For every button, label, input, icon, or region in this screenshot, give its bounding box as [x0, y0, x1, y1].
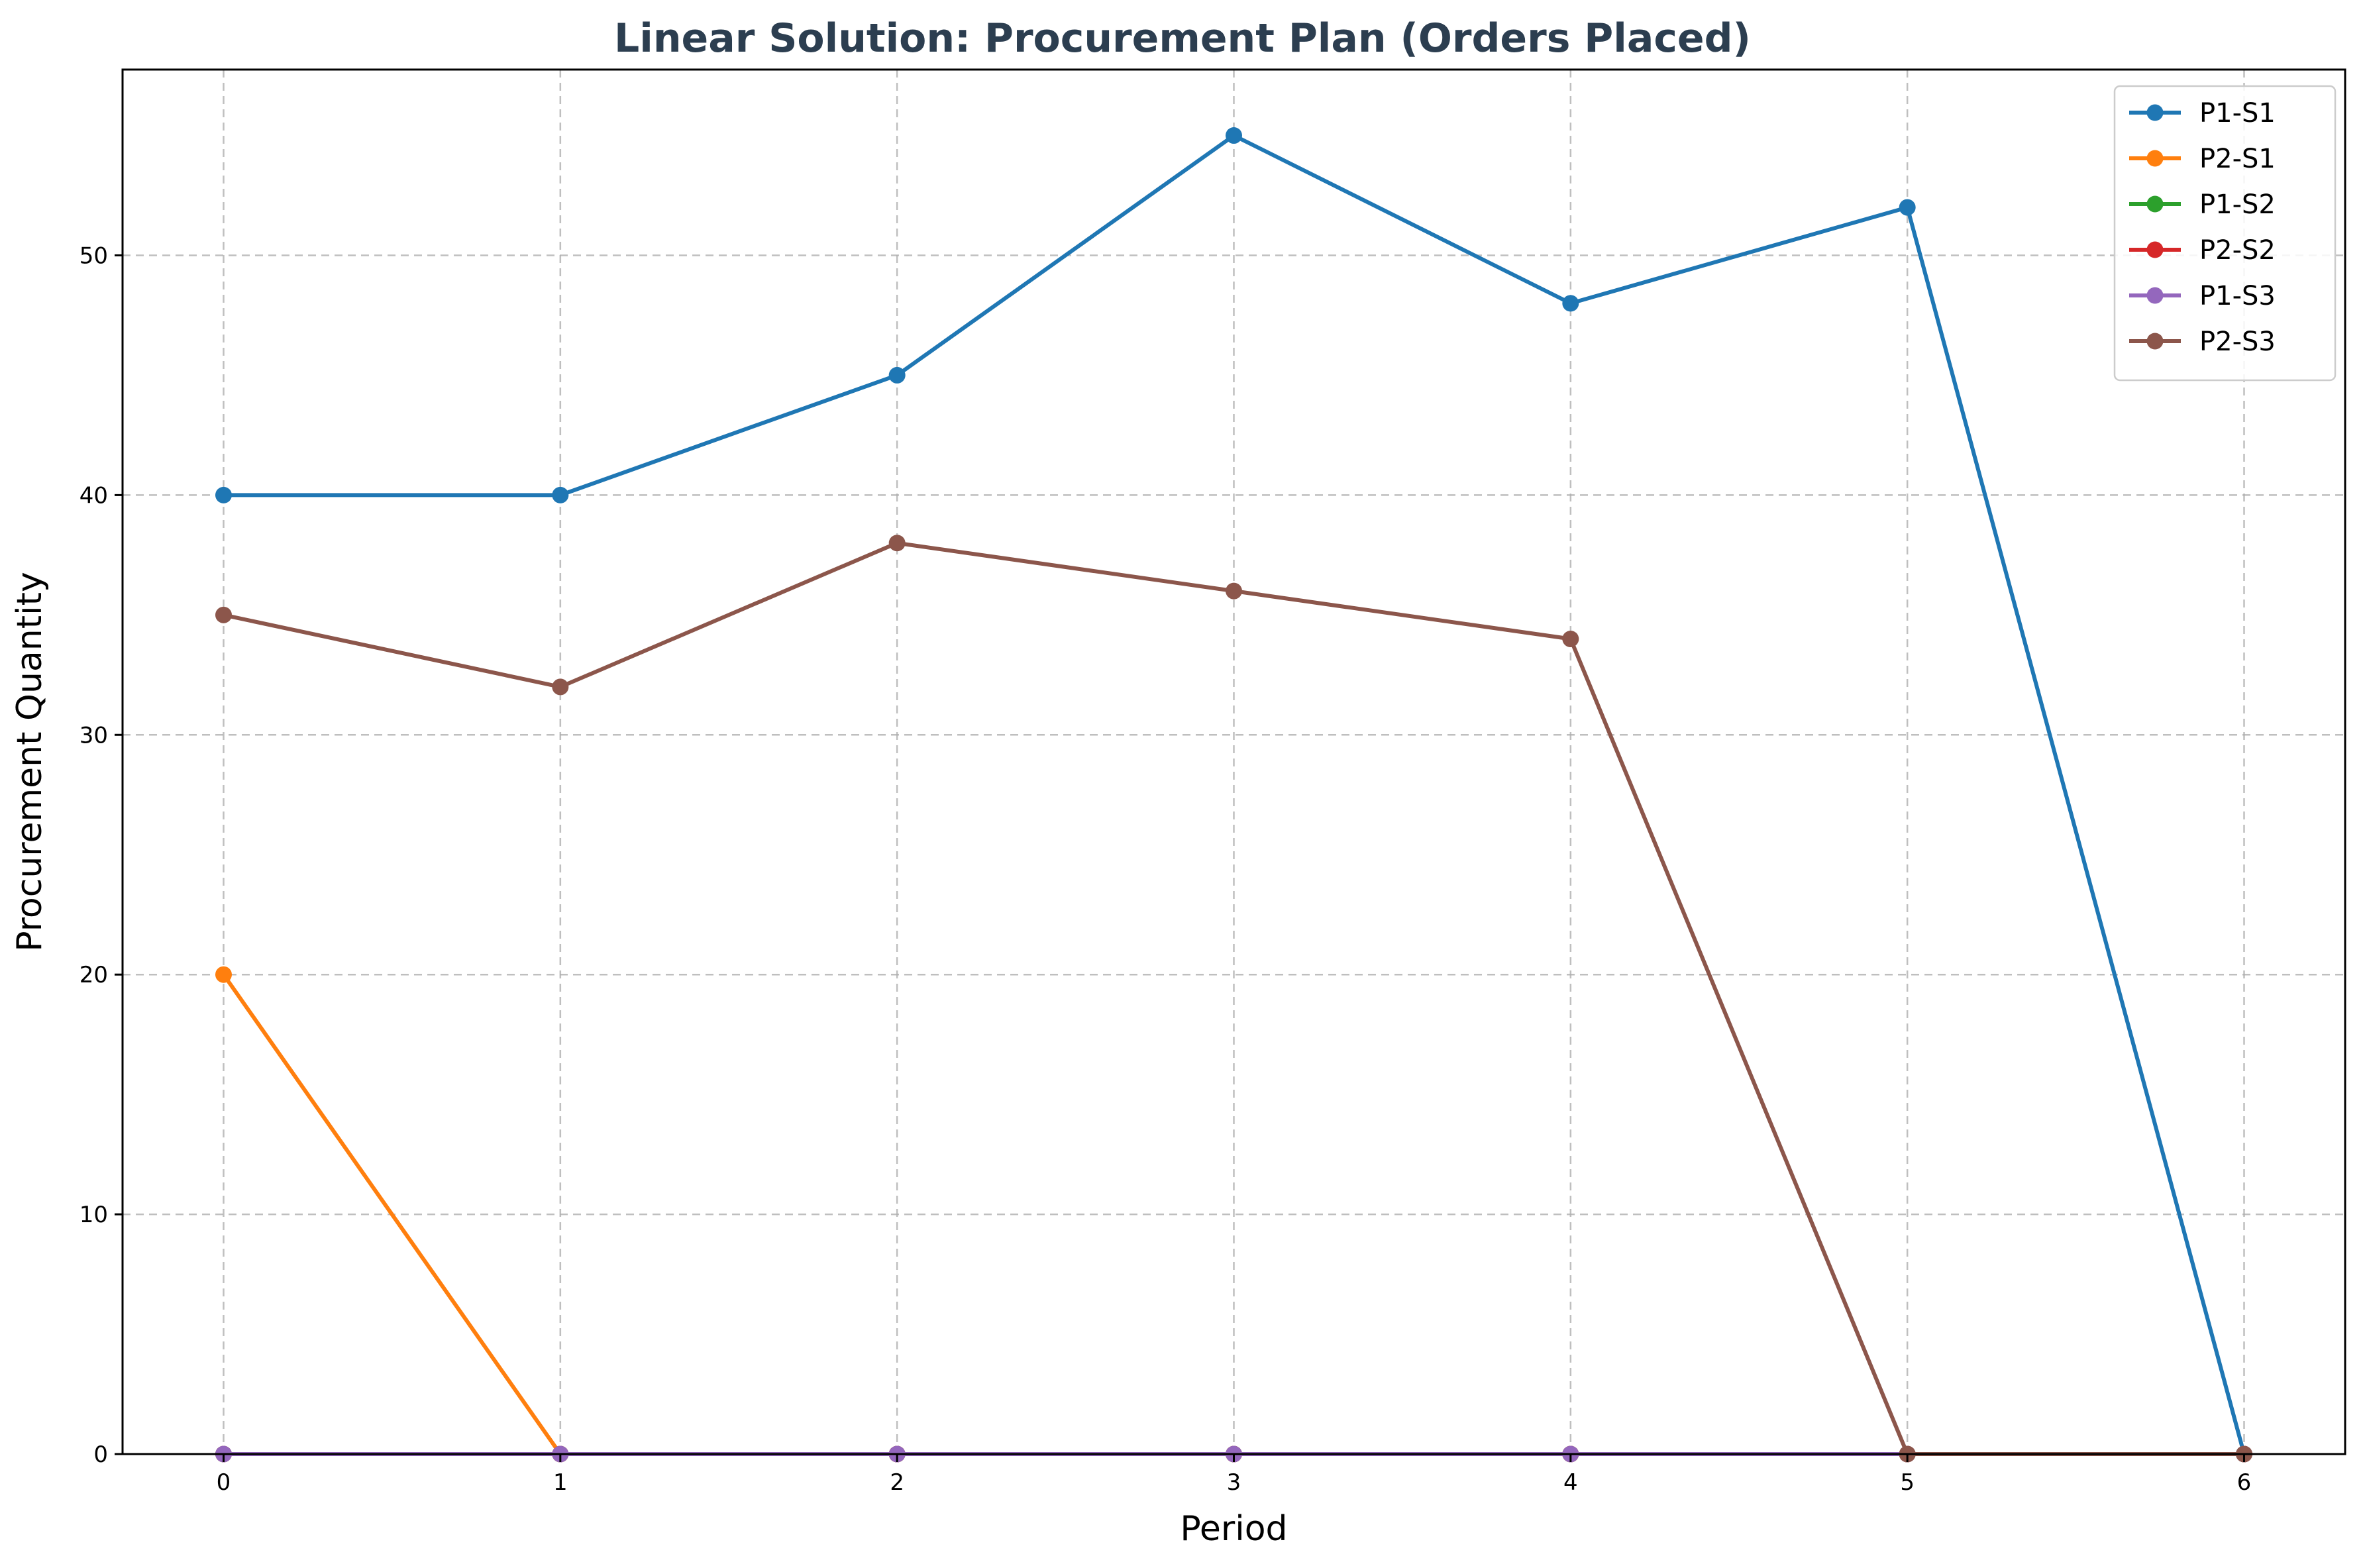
legend-item-P1-S3: P1-S3 — [2129, 281, 2276, 311]
legend-label-P2-S3: P2-S3 — [2199, 327, 2276, 357]
y-tick-label-3: 30 — [79, 722, 108, 749]
y-tick-label-1: 10 — [79, 1202, 108, 1228]
legend-label-P1-S2: P1-S2 — [2199, 189, 2276, 220]
x-tick-label-5: 5 — [1900, 1469, 1915, 1496]
x-tick-label-0: 0 — [217, 1469, 231, 1496]
legend-label-P2-S1: P2-S1 — [2199, 144, 2276, 174]
data-point-P2-S3-4 — [1562, 631, 1579, 648]
chart-title: Linear Solution: Procurement Plan (Order… — [614, 15, 1751, 62]
legend-item-P1-S2: P1-S2 — [2129, 189, 2276, 220]
legend-marker-P1-S1 — [2146, 104, 2164, 121]
axis-ticks: 0 1 2 3 4 5 6 0 10 20 30 40 50 — [79, 242, 2252, 1496]
series-P1-S1 — [215, 127, 2252, 1463]
x-tick-label-3: 3 — [1227, 1469, 1241, 1496]
data-point-P1-S1-0 — [215, 486, 232, 503]
data-point-P1-S1-2 — [888, 366, 906, 384]
grid — [123, 70, 2345, 1455]
legend-label-P2-S2: P2-S2 — [2199, 235, 2276, 266]
legend-marker-P1-S3 — [2146, 287, 2164, 304]
y-tick-label-2: 20 — [79, 962, 108, 988]
data-point-P1-S1-1 — [552, 486, 569, 503]
data-point-P2-S1-0 — [215, 966, 232, 983]
legend-item-P2-S2: P2-S2 — [2129, 235, 2276, 266]
y-axis-label: Procurement Quantity — [10, 572, 50, 952]
legend-label-P1-S3: P1-S3 — [2199, 281, 2276, 311]
legend-item-P2-S1: P2-S1 — [2129, 144, 2276, 174]
x-tick-label-2: 2 — [890, 1469, 904, 1496]
legend-item-P2-S3: P2-S3 — [2129, 327, 2276, 357]
data-point-P2-S3-1 — [552, 678, 569, 696]
data-point-P1-S1-3 — [1226, 127, 1242, 144]
legend-marker-P1-S2 — [2146, 195, 2164, 213]
y-tick-label-5: 50 — [79, 242, 108, 269]
data-point-P1-S1-5 — [1899, 199, 1916, 216]
legend-marker-P2-S3 — [2146, 333, 2164, 350]
x-tick-label-4: 4 — [1563, 1469, 1578, 1496]
legend-marker-P2-S2 — [2146, 241, 2164, 258]
y-tick-label-4: 40 — [79, 482, 108, 509]
y-tick-label-0: 0 — [93, 1441, 108, 1468]
legend-item-P1-S1: P1-S1 — [2129, 98, 2276, 129]
data-point-P1-S1-4 — [1562, 295, 1579, 312]
legend: P1-S1 P2-S1 P1-S2 P2-S2 P1-S3 P2-S3 — [2113, 85, 2337, 382]
legend-label-P1-S1: P1-S1 — [2199, 98, 2276, 129]
x-axis-label: Period — [1180, 1509, 1287, 1549]
x-tick-label-1: 1 — [553, 1469, 568, 1496]
data-point-P2-S3-2 — [888, 535, 906, 552]
data-point-P2-S3-3 — [1226, 582, 1242, 600]
legend-marker-P2-S1 — [2146, 150, 2164, 167]
data-point-P2-S3-0 — [215, 606, 232, 623]
x-tick-label-6: 6 — [2237, 1469, 2252, 1496]
